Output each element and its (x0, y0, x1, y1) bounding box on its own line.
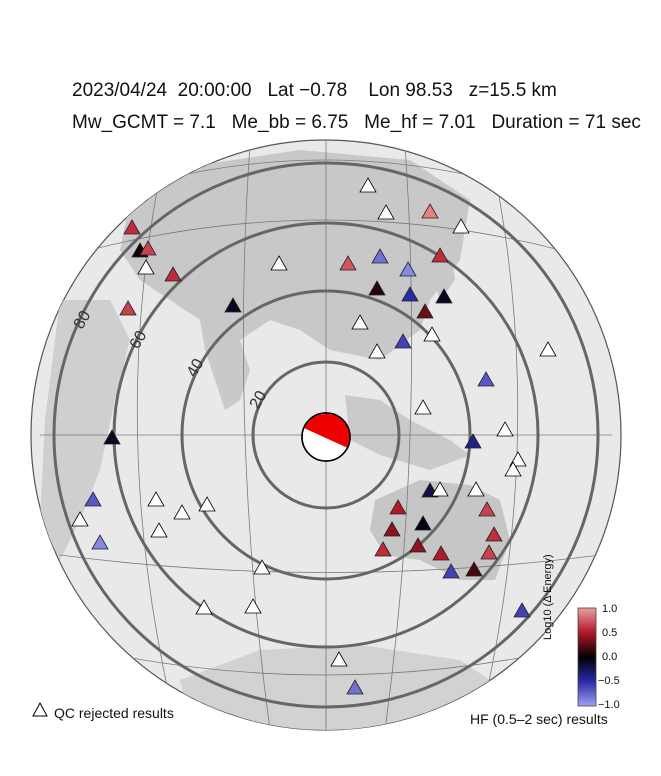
station-triangle (164, 266, 182, 282)
qc-rejected-station (414, 399, 432, 415)
station-triangle (416, 303, 434, 319)
ring-label-40: 40 (184, 356, 208, 380)
qc-rejected-station (253, 559, 271, 575)
qc-rejected-station (137, 259, 155, 275)
station-triangle (485, 526, 503, 542)
colorbar-tick: −0.5 (598, 675, 620, 687)
ring-80deg (52, 161, 600, 709)
station-triangle (339, 255, 357, 271)
station-triangle (465, 561, 483, 577)
station-triangle (432, 545, 450, 561)
station-markers (71, 177, 557, 695)
hf-results-legend: HF (0.5–2 sec) results (470, 711, 608, 727)
qc-rejected-station (351, 314, 369, 330)
station-triangle (371, 248, 389, 264)
qc-rejected-station (71, 511, 89, 527)
ring-20deg (251, 360, 401, 510)
station-triangle (84, 491, 102, 507)
qc-rejected-station (504, 461, 522, 477)
qc-rejected-station (359, 177, 377, 193)
station-triangle (464, 433, 482, 449)
qc-rejected-station (467, 481, 485, 497)
magnitude-header: Mw_GCMT = 7.1 Me_bb = 6.75 Me_hf = 7.01 … (72, 112, 641, 133)
ring-label-80: 80 (71, 308, 95, 332)
qc-rejected-station (452, 218, 470, 234)
qc-rejected-station (377, 204, 395, 220)
qc-legend-triangle (32, 701, 48, 717)
station-triangle (224, 297, 242, 313)
colorbar-ramp (577, 607, 597, 707)
station-triangle (435, 288, 453, 304)
station-triangle (389, 499, 407, 515)
station-triangle (513, 602, 531, 618)
station-triangle (421, 203, 439, 219)
distance-labels: 20 40 60 80 (71, 308, 271, 412)
graticule (40, 140, 612, 730)
station-triangle (401, 286, 419, 302)
qc-rejected-legend: QC rejected results (54, 705, 174, 721)
land-masses (40, 150, 520, 730)
station-triangle (119, 300, 137, 316)
qc-rejected-station (270, 255, 288, 271)
colorbar-tick: 0.5 (602, 627, 617, 639)
qc-rejected-station (173, 504, 191, 520)
station-triangle (383, 521, 401, 537)
ring-label-60: 60 (127, 328, 151, 352)
colorbar-tick: −1.0 (598, 699, 620, 711)
station-triangle (414, 515, 432, 531)
station-triangle (123, 219, 141, 235)
station-triangle (374, 541, 392, 557)
station-triangle (139, 240, 157, 256)
colorbar: 1.0 0.5 0.0 −0.5 −1.0 (577, 603, 620, 711)
ring-40deg (180, 289, 472, 581)
qc-rejected-station (198, 496, 216, 512)
qc-rejected-station (509, 451, 527, 467)
qc-rejected-station (539, 341, 557, 357)
station-triangle (346, 679, 364, 695)
colorbar-title: Log10 (Δ Energy) (542, 554, 554, 640)
event-origin-header: 2023/04/24 20:00:00 Lat −0.78 Lon 98.53 … (72, 80, 557, 101)
qc-rejected-station (147, 491, 165, 507)
station-triangle (431, 247, 449, 263)
focal-mechanism-beachball (301, 412, 351, 462)
station-triangle (91, 534, 109, 550)
qc-rejected-station (431, 481, 449, 497)
qc-rejected-station (496, 421, 514, 437)
station-triangle (480, 544, 498, 560)
station-triangle (409, 537, 427, 553)
colorbar-tick: 1.0 (602, 603, 617, 615)
qc-rejected-station (195, 599, 213, 615)
station-triangle (478, 501, 496, 517)
station-triangle (368, 280, 386, 296)
qc-rejected-station (330, 651, 348, 667)
station-triangle (394, 333, 412, 349)
station-triangle (477, 371, 495, 387)
qc-rejected-station (368, 343, 386, 359)
station-triangle (442, 563, 460, 579)
ring-label-20: 20 (247, 388, 271, 412)
qc-rejected-station (150, 522, 168, 538)
qc-rejected-station (423, 326, 441, 342)
station-triangle (103, 429, 121, 445)
colorbar-tick: 0.0 (602, 651, 617, 663)
station-triangle (399, 261, 417, 277)
qc-rejected-station (244, 598, 262, 614)
